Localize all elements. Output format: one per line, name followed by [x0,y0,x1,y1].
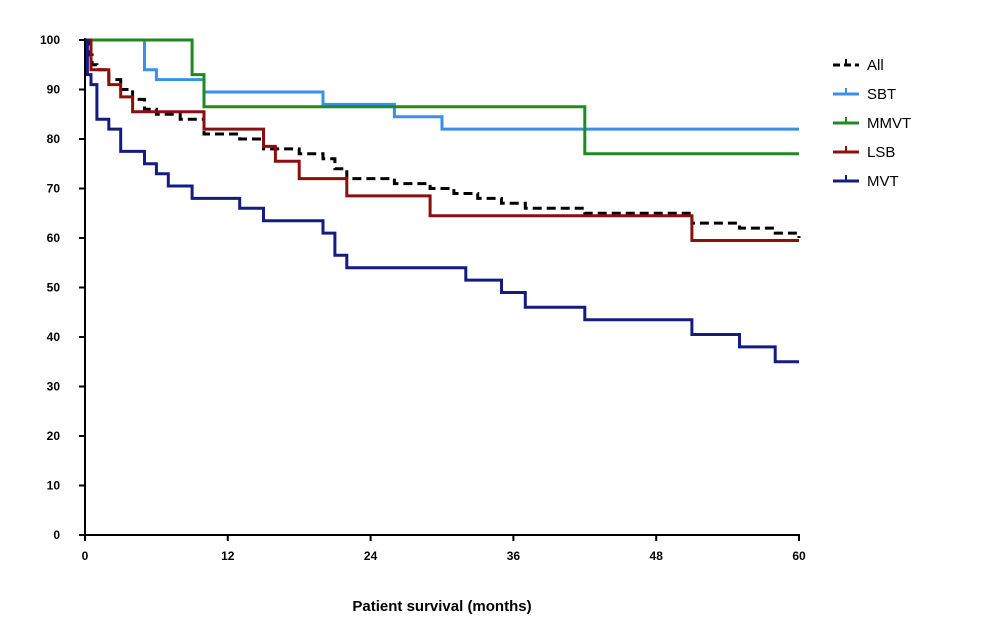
y-tick-label: 10 [47,479,61,493]
x-tick-label: 48 [650,549,664,563]
y-tick-label: 100 [40,33,60,47]
series-line-all [85,38,801,238]
axes: 0 10 20 30 40 50 60 70 80 90 100 0 12 24 36 48 60 [40,33,806,563]
legend-label-lsb: LSB [867,144,895,161]
legend-label-sbt: SBT [867,86,896,103]
legend-label-mvt: MVT [867,173,899,190]
y-tick-label: 70 [47,182,61,196]
legend-label-all: All [867,57,884,74]
legend-label-mmvt: MMVT [867,115,911,132]
x-tick-label: 60 [792,549,806,563]
y-tick-label: 80 [47,132,61,146]
y-tick-label: 0 [53,528,60,542]
x-axis-title: Patient survival (months) [352,598,531,615]
legend: All SBT MMVT LSB MVT [833,57,911,190]
y-tick-label: 60 [47,231,61,245]
series-line-sbt [85,38,799,131]
x-tick-label: 36 [507,549,521,563]
series-line-lsb [85,38,799,242]
y-tick-label: 40 [47,330,61,344]
x-tick-label: 12 [221,549,235,563]
x-tick-label: 0 [82,549,89,563]
x-tick-label: 24 [364,549,378,563]
series-line-mmvt [85,38,799,156]
y-tick-label: 50 [47,281,61,295]
series-group [85,38,801,364]
y-tick-label: 90 [47,83,61,97]
series-line-mvt [85,38,799,364]
y-tick-label: 30 [47,380,61,394]
y-tick-label: 20 [47,429,61,443]
